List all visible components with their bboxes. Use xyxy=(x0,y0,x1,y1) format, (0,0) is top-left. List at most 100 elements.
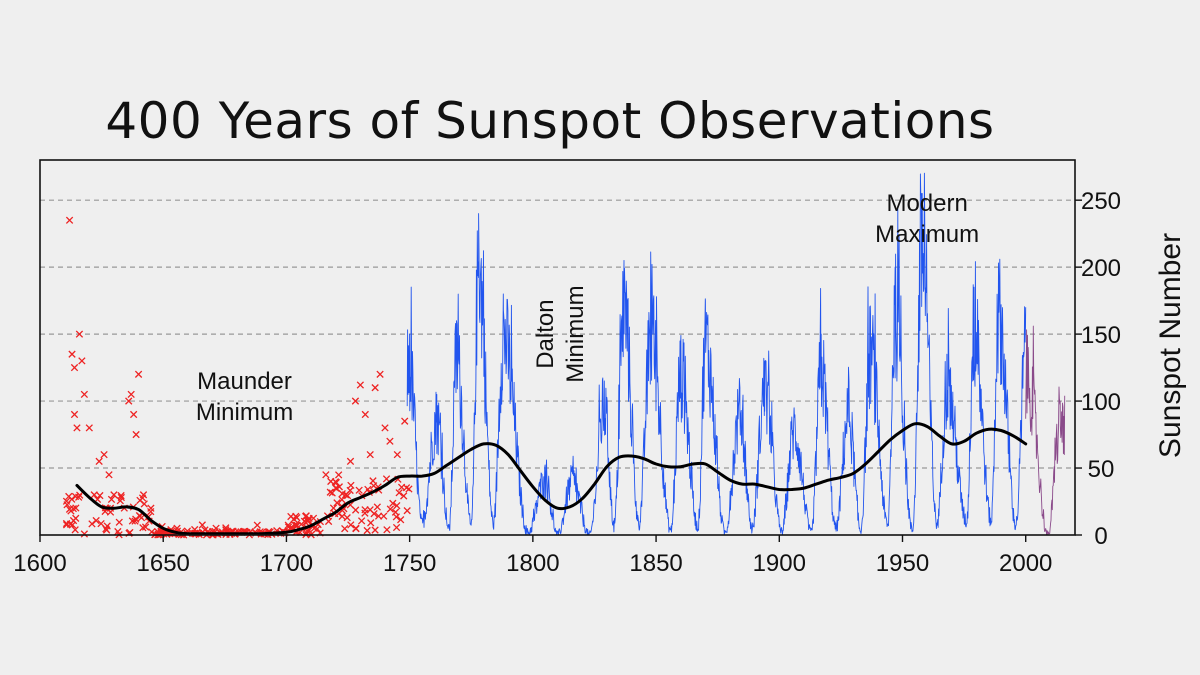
smoothed-trend-series xyxy=(75,422,1028,536)
observation-point xyxy=(382,475,391,483)
observation-point xyxy=(341,525,349,533)
observation-point xyxy=(75,493,83,501)
observation-point xyxy=(85,424,93,432)
observation-point xyxy=(141,523,150,531)
observation-point xyxy=(65,216,74,224)
smoothed-trend-line xyxy=(75,422,1028,536)
observation-point xyxy=(137,514,146,522)
observation-point xyxy=(127,390,135,399)
observation-point xyxy=(367,519,375,527)
observation-point xyxy=(95,457,103,465)
observation-point xyxy=(131,517,139,525)
observation-point xyxy=(68,521,77,529)
observation-point xyxy=(72,504,80,512)
observation-point xyxy=(347,481,355,490)
annotation-label: Modern Maximum xyxy=(875,190,979,248)
annotation-line: Dalton xyxy=(532,299,559,368)
observation-point xyxy=(364,485,372,494)
observation-point xyxy=(117,491,125,500)
observation-point xyxy=(363,526,371,535)
observation-point xyxy=(374,512,383,520)
observation-point xyxy=(347,521,355,529)
y-axis: 0 50 100 150 200 250 xyxy=(1075,188,1121,550)
observation-point xyxy=(125,397,133,405)
observation-point xyxy=(80,530,89,538)
observation-point xyxy=(291,521,299,529)
plot-frame xyxy=(39,159,1076,536)
observation-point xyxy=(134,370,143,378)
observation-point xyxy=(335,471,343,479)
observation-point xyxy=(338,490,346,498)
observation-point xyxy=(198,521,206,529)
monthly-sunspot-line xyxy=(406,172,1027,536)
annotation-line: Minimum xyxy=(562,285,589,382)
observation-point xyxy=(129,410,138,419)
observation-point xyxy=(115,518,123,526)
observation-point xyxy=(371,384,379,392)
observation-point xyxy=(361,410,369,419)
observation-point xyxy=(329,504,338,512)
observation-point xyxy=(373,503,381,511)
observation-point xyxy=(78,357,86,365)
observation-point xyxy=(370,509,378,518)
observation-point xyxy=(136,496,144,505)
observation-point xyxy=(100,450,108,459)
observation-point xyxy=(105,471,113,479)
observation-point xyxy=(322,471,330,479)
observation-point xyxy=(69,516,78,525)
observation-point xyxy=(333,499,341,507)
monthly-sunspot-line xyxy=(1025,325,1066,536)
x-tick-label: 1900 xyxy=(753,550,806,577)
observation-point xyxy=(76,491,84,499)
observation-point xyxy=(110,491,118,499)
observation-point xyxy=(393,450,401,459)
y-tick-label: 250 xyxy=(1081,188,1121,215)
x-tick-label: 1700 xyxy=(260,550,313,577)
observation-point xyxy=(75,330,84,338)
observation-point xyxy=(302,512,310,520)
annotation-label: Maunder Minimum xyxy=(196,368,293,426)
annotation-line: Modern xyxy=(886,190,967,217)
observation-point xyxy=(383,526,391,534)
x-tick-label: 1750 xyxy=(383,550,436,577)
y-tick-label: 150 xyxy=(1081,322,1121,349)
y-axis-label: Sunspot Number xyxy=(1154,233,1187,458)
observation-point xyxy=(304,516,313,525)
observation-point xyxy=(139,524,147,532)
observation-point xyxy=(326,488,334,496)
observation-point xyxy=(343,514,351,522)
observation-point xyxy=(343,491,352,500)
x-tick-label: 1600 xyxy=(13,550,66,577)
observation-point xyxy=(92,516,100,525)
observation-point xyxy=(395,489,403,497)
observation-point xyxy=(391,508,400,516)
grid xyxy=(40,199,1075,469)
observation-point xyxy=(397,516,405,524)
observation-point xyxy=(381,424,389,432)
observation-point xyxy=(128,517,137,525)
chart-title: 400 Years of Sunspot Observations xyxy=(105,92,995,150)
observation-point xyxy=(331,478,340,486)
observation-point xyxy=(324,517,333,526)
observation-point xyxy=(405,485,413,493)
observation-point xyxy=(222,526,230,534)
observation-point xyxy=(132,430,140,439)
observation-point xyxy=(346,457,355,465)
observation-point xyxy=(392,523,401,532)
observation-point xyxy=(107,495,116,504)
observation-point xyxy=(147,507,155,516)
observation-point xyxy=(401,417,409,425)
observation-point xyxy=(393,502,401,510)
observation-point xyxy=(403,507,411,515)
observation-point xyxy=(397,483,406,491)
x-tick-label: 1950 xyxy=(876,550,929,577)
observation-point xyxy=(338,495,346,504)
observation-point xyxy=(70,410,79,419)
observation-point xyxy=(73,424,81,432)
observation-point xyxy=(62,497,71,505)
annotation-line: Maximum xyxy=(875,221,979,248)
x-tick-label: 1650 xyxy=(137,550,190,577)
observation-point xyxy=(352,525,360,533)
